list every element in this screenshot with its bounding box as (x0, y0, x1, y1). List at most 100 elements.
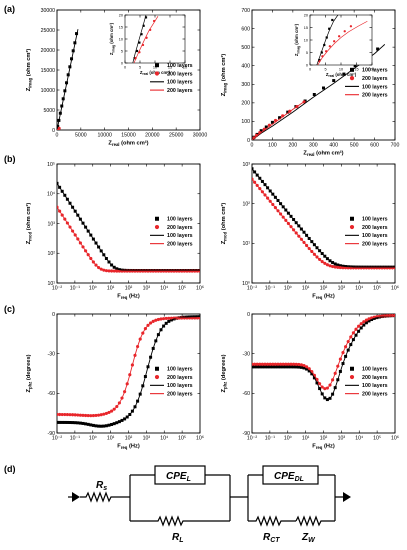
legend-label: 200 layers (362, 391, 388, 397)
legend-label: 200 layers (362, 76, 388, 82)
y-tick-label: -30 (243, 351, 251, 357)
y-tick-label: 10⁵ (47, 162, 55, 168)
series-line (252, 178, 395, 269)
x-tick-label: 10¹ (107, 436, 115, 442)
legend-marker-square (350, 366, 354, 371)
x-tick-label: 200 (289, 143, 298, 149)
data-point-square (135, 49, 139, 53)
y-tick-label: -60 (48, 391, 56, 397)
inset-series-group (132, 15, 159, 63)
warburg-zw (295, 515, 335, 527)
y-tick-label: 400 (241, 64, 250, 70)
legend-marker-circle (349, 374, 355, 380)
series-line (57, 317, 200, 417)
series-line (252, 315, 395, 401)
series-line (252, 315, 395, 390)
legend-label: 200 layers (167, 71, 193, 77)
y-tick-label: -30 (48, 351, 56, 357)
y-tick-label: 600 (241, 26, 250, 32)
x-tick-label: 10⁴ (160, 286, 168, 292)
series-group (57, 315, 200, 428)
x-axis-label: Zreal (ohm cm²) (303, 150, 343, 158)
data-point-square (322, 86, 325, 90)
x-tick-label: 10⁵ (373, 436, 381, 442)
y-tick-label: 15 (304, 26, 308, 30)
y-tick-label: 10³ (243, 162, 251, 168)
data-point-square (353, 64, 357, 68)
legend-marker-square (155, 366, 159, 371)
data-point-square (259, 129, 263, 133)
x-tick-label: 10⁵ (373, 286, 381, 292)
resistor-rct (248, 515, 296, 527)
chart-b-right: 10⁻² 10⁻¹ 10⁰ 10¹ 10² 10³ 10⁴ 10⁵ 10⁶ 10⁰ 10¹ 10² 10… (220, 162, 399, 300)
y-axis-label: Zimag (ohm cm²) (25, 49, 33, 92)
y-tick-label: 0 (306, 63, 308, 67)
data-point-circle (328, 45, 331, 48)
box-cpel (154, 465, 206, 485)
resistor-rl (130, 515, 230, 527)
x-tick-label: 10³ (338, 436, 346, 442)
x-tick-label: 10⁵ (178, 436, 186, 442)
y-tick-label: 100 (241, 119, 250, 125)
data-point-square (331, 18, 334, 22)
series-group (57, 181, 200, 273)
x-tick-label: 0 (124, 65, 126, 69)
y-tick-label: -60 (243, 391, 251, 397)
x-tick-label: 10⁵ (178, 286, 186, 292)
x-tick-label: 10⁶ (391, 436, 399, 442)
legend-label: 100 layers (167, 383, 193, 389)
x-tick-label: 10⁰ (89, 436, 97, 442)
legend-label: 200 layers (362, 375, 388, 381)
series-group (57, 29, 79, 130)
data-point-square (328, 27, 331, 30)
data-point-square (318, 58, 321, 62)
y-tick-label: 10³ (48, 221, 56, 227)
data-point-square (57, 181, 59, 185)
series-line (317, 20, 368, 65)
y-tick-label: 0 (247, 312, 250, 318)
y-tick-label: 5 (306, 51, 308, 55)
y-tick-label: 10⁰ (242, 281, 250, 287)
data-point-square (138, 41, 141, 44)
legend-marker-square (350, 216, 354, 221)
x-tick-label: 5 (139, 65, 141, 69)
y-axis-label: Zmod (ohm cm²) (25, 203, 33, 245)
label-cpedl: CPEDL (274, 471, 304, 483)
x-axis-label: Freq (Hz) (117, 444, 140, 451)
x-tick-label: 10² (320, 286, 328, 292)
y-tick-label: 0 (247, 138, 250, 144)
legend-marker-square (155, 216, 159, 221)
x-tick-label: 10⁻² (247, 286, 258, 292)
data-point-square (278, 116, 282, 120)
data-point-square (376, 47, 380, 51)
output-arrowhead (343, 492, 351, 502)
y-axis-label: Zmod (ohm cm²) (220, 203, 228, 245)
series-line (316, 15, 339, 65)
series-line (57, 206, 200, 272)
legend-marker-circle (154, 374, 160, 380)
y-tick-label: 10¹ (243, 241, 251, 247)
x-tick-label: 10⁻¹ (70, 286, 81, 292)
x-tick-label: 10³ (338, 286, 346, 292)
input-arrowhead (72, 492, 80, 502)
inset-series-group (316, 15, 368, 65)
y-tick-label: 20000 (41, 48, 56, 54)
y-axis-label: Zimag (ohm cm²) (109, 22, 115, 55)
label-cpel: CPEL (166, 471, 191, 483)
plot-frame (251, 163, 396, 284)
x-tick-label: 15000 (121, 133, 136, 139)
x-tick-label: 5000 (75, 133, 87, 139)
y-axis-label: Zphz (degrees) (221, 354, 228, 392)
x-tick-label: 10⁴ (355, 286, 363, 292)
x-tick-label: 600 (370, 143, 379, 149)
series-line (57, 127, 60, 130)
series-line (57, 29, 79, 130)
x-tick-label: 10 (339, 67, 343, 71)
x-axis-label: Zreal (ohm cm²) (108, 140, 148, 148)
x-tick-label: 10³ (143, 436, 151, 442)
y-tick-label: 15 (119, 25, 123, 29)
legend-label: 100 layers (362, 68, 388, 74)
label-rct: RCT (263, 532, 280, 544)
x-tick-label: 500 (350, 143, 359, 149)
wire-left-node (122, 475, 131, 521)
